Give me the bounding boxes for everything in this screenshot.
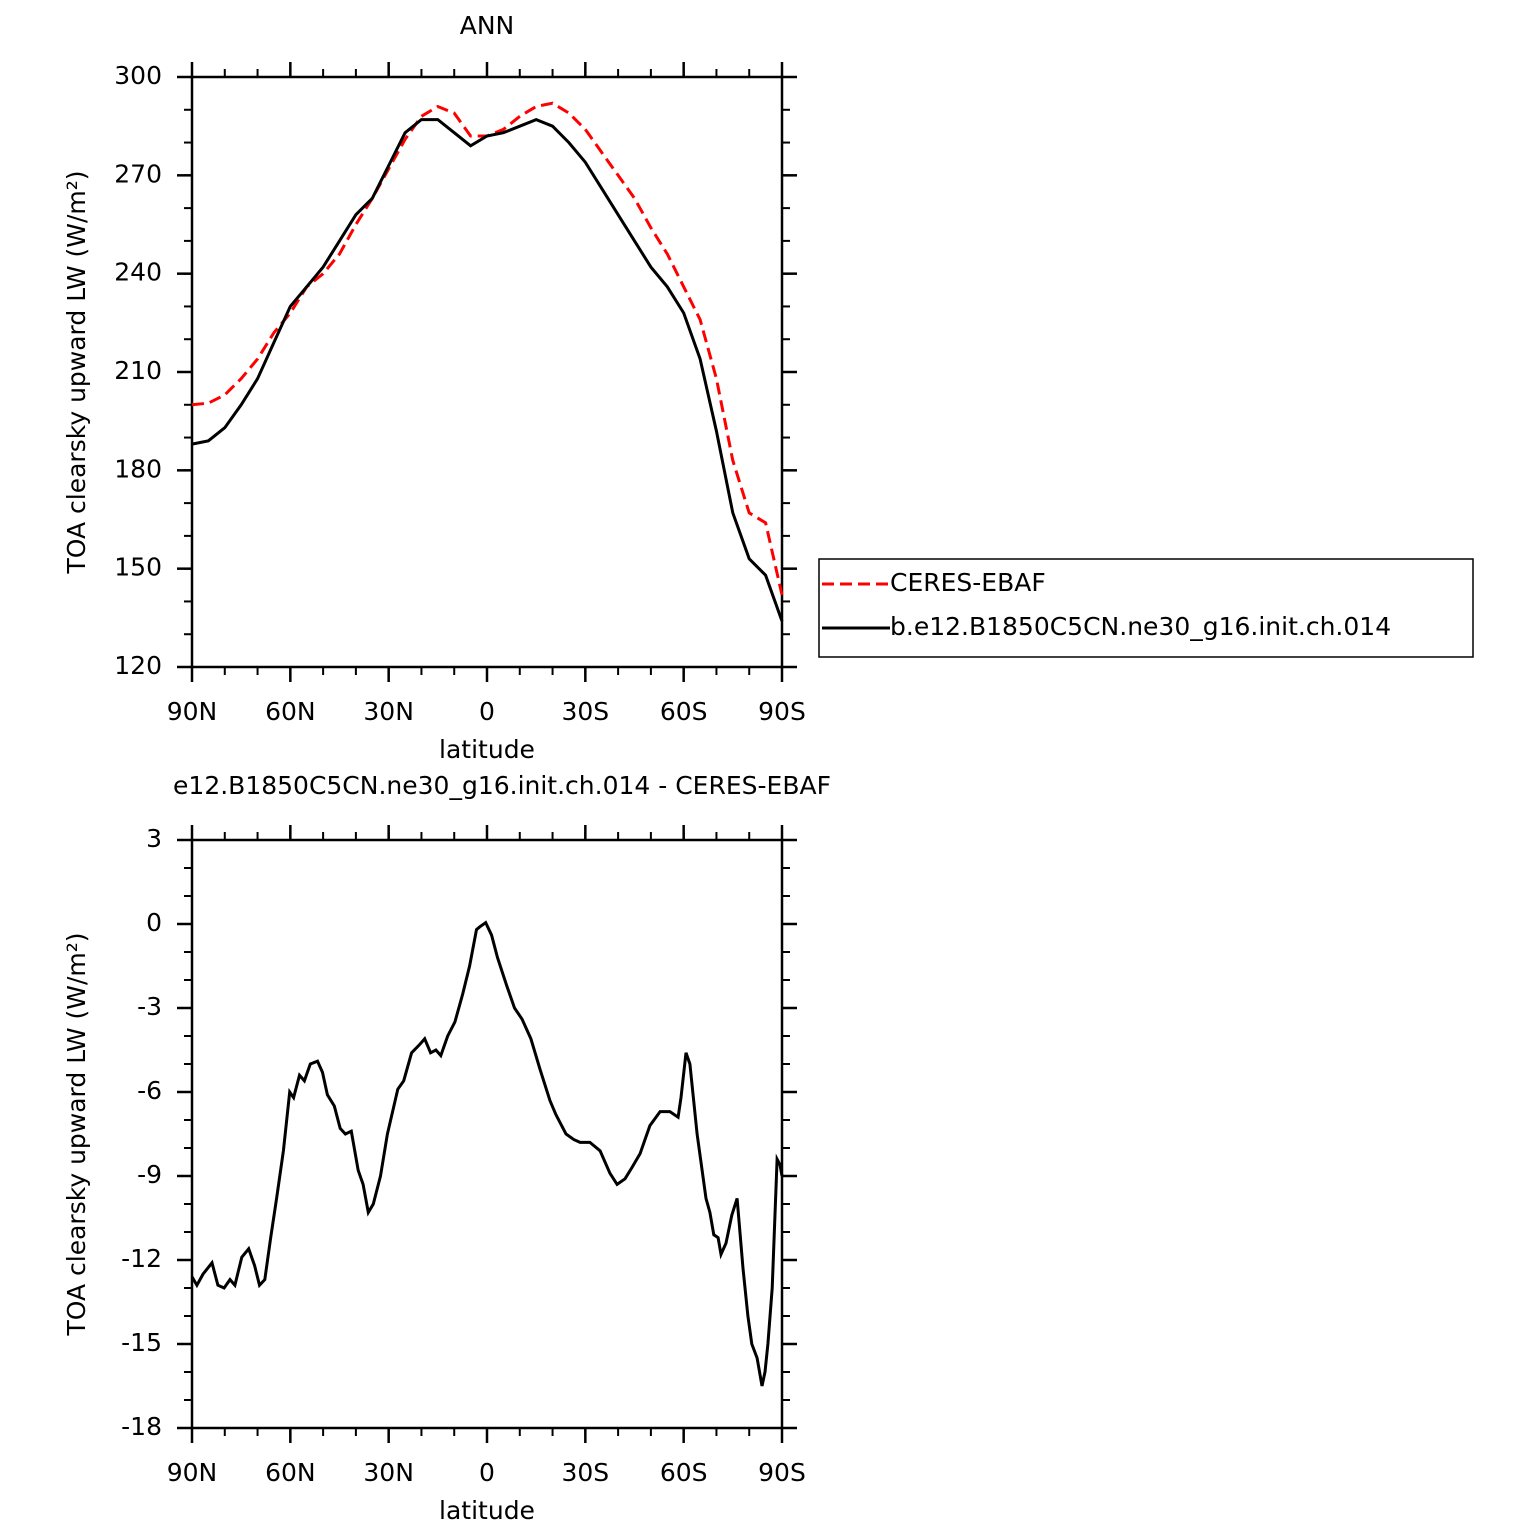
- legend-box: [818, 558, 1474, 658]
- y-tick-label: -3: [137, 992, 162, 1021]
- data-line: [191, 117, 784, 622]
- x-tick-label: 90N: [167, 1458, 218, 1487]
- x-tick-label: 0: [479, 1458, 495, 1487]
- chart-title: ANN: [460, 11, 515, 40]
- x-axis-label: latitude: [439, 735, 535, 764]
- y-axis-label: TOA clearsky upward LW (W/m²): [62, 932, 91, 1336]
- data-line: [190, 920, 784, 1387]
- y-tick-label: 3: [146, 824, 162, 853]
- x-tick-label: 60N: [265, 697, 316, 726]
- y-tick-label: -12: [121, 1244, 162, 1273]
- y-tick-label: -9: [137, 1160, 162, 1189]
- legend-label: CERES-EBAF: [890, 568, 1046, 597]
- y-tick-label: 270: [114, 159, 162, 188]
- y-tick-label: 180: [114, 454, 162, 483]
- legend-label: b.e12.B1850C5CN.ne30_g16.init.ch.014: [890, 612, 1391, 641]
- x-tick-label: 60S: [660, 1458, 708, 1487]
- x-tick-label: 60S: [660, 697, 708, 726]
- x-tick-label: 30S: [561, 1458, 609, 1487]
- y-tick-label: 300: [114, 61, 162, 90]
- y-tick-label: -6: [137, 1076, 162, 1105]
- y-tick-label: 210: [114, 356, 162, 385]
- y-tick-label: 150: [114, 553, 162, 582]
- x-tick-label: 30S: [561, 697, 609, 726]
- x-tick-label: 0: [479, 697, 495, 726]
- y-tick-label: -18: [121, 1412, 162, 1441]
- x-tick-label: 30N: [363, 1458, 414, 1487]
- y-axis-label: TOA clearsky upward LW (W/m²): [62, 170, 91, 574]
- x-tick-label: 30N: [363, 697, 414, 726]
- chart-title: e12.B1850C5CN.ne30_g16.init.ch.014 - CER…: [173, 771, 831, 800]
- x-tick-label: 60N: [265, 1458, 316, 1487]
- y-tick-label: 240: [114, 258, 162, 287]
- x-tick-label: 90S: [758, 1458, 806, 1487]
- x-axis-label: latitude: [439, 1496, 535, 1525]
- y-tick-label: -15: [121, 1328, 162, 1357]
- y-tick-label: 0: [146, 908, 162, 937]
- x-tick-label: 90N: [167, 697, 218, 726]
- data-line: [191, 101, 784, 596]
- x-tick-label: 90S: [758, 697, 806, 726]
- y-tick-label: 120: [114, 651, 162, 680]
- plot-frame: [190, 75, 784, 669]
